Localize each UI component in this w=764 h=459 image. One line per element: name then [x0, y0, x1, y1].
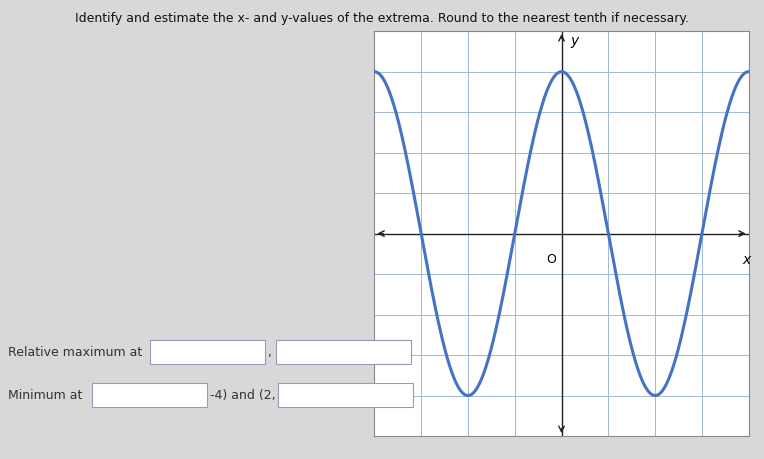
Text: Relative maximum at: Relative maximum at: [8, 346, 142, 359]
FancyBboxPatch shape: [150, 340, 265, 364]
Text: -4) and (2,: -4) and (2,: [210, 389, 276, 402]
Text: y: y: [570, 34, 578, 48]
Text: Identify and estimate the x- and y-values of the extrema. Round to the nearest t: Identify and estimate the x- and y-value…: [75, 12, 689, 25]
Text: O: O: [546, 252, 556, 265]
Text: Minimum at: Minimum at: [8, 389, 83, 402]
FancyBboxPatch shape: [92, 383, 207, 407]
FancyBboxPatch shape: [276, 340, 411, 364]
Text: ,: ,: [268, 346, 272, 359]
Text: x: x: [743, 252, 750, 266]
FancyBboxPatch shape: [278, 383, 413, 407]
